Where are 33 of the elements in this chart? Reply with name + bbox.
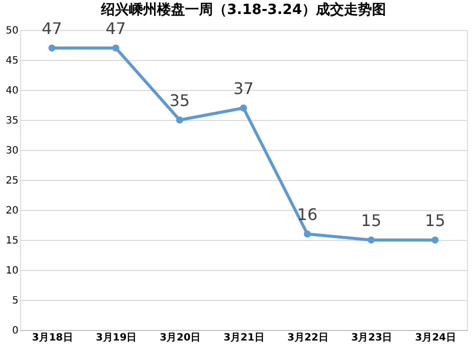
x-tick-label: 3月22日 [287,332,328,344]
x-tick-label: 3月24日 [415,332,456,344]
point [112,44,120,52]
y-tick-label: 35 [6,116,18,126]
y-tick-label: 0 [12,326,18,336]
y-tick-label: 30 [6,146,18,156]
point [240,104,248,112]
data-label: 15 [361,211,382,230]
data-label: 15 [424,211,446,230]
y-tick-label: 50 [6,26,18,36]
x-tick-label: 3月21日 [224,332,264,344]
y-tick-label: 45 [6,56,18,66]
y-tick-label: 5 [12,296,18,306]
data-label: 47 [106,19,126,38]
point [432,236,439,244]
y-tick-label: 25 [6,176,18,186]
x-tick-label: 3月23日 [351,332,392,344]
y-tick-label: 15 [6,236,18,246]
point [48,44,56,52]
point [304,230,311,238]
data-label: 16 [297,205,318,224]
data-label: 47 [42,19,62,38]
y-tick-label: 10 [6,266,18,276]
y-tick-label: 20 [6,206,18,216]
data-label: 35 [169,91,190,110]
x-tick-label: 3月19日 [96,332,137,344]
data-label: 37 [233,79,254,98]
x-tick-label: 3月18日 [32,332,73,344]
point [176,116,184,124]
point [368,236,375,244]
y-tick-label: 40 [6,86,18,96]
chart-title: 绍兴嵊州楼盘一周（3.18-3.24）成交走势图 [100,1,386,18]
x-tick-label: 3月20日 [160,332,201,344]
